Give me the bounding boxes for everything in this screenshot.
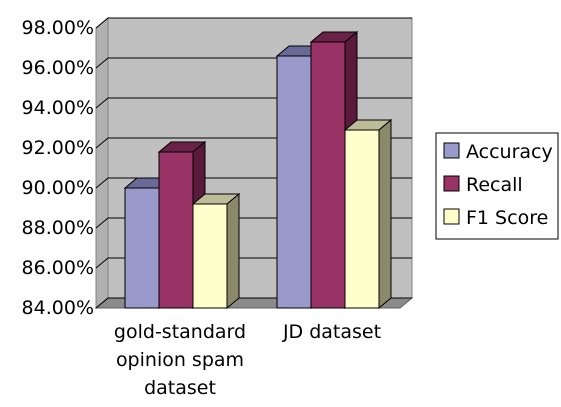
bar-front xyxy=(310,41,346,309)
bar-front xyxy=(158,151,194,309)
y-axis-ticks: 84.00% 86.00% 88.00% 90.00% 92.00% 94.00% 96.0… xyxy=(22,17,94,319)
y-tick-label: 90.00% xyxy=(22,177,94,199)
legend-swatch xyxy=(443,208,460,225)
legend-swatch xyxy=(443,175,460,192)
x-category-label: opinion spam xyxy=(116,349,244,371)
y-tick-label: 88.00% xyxy=(22,217,94,239)
bar xyxy=(343,118,393,310)
legend-label: Accuracy xyxy=(466,141,553,163)
bar-front xyxy=(276,55,312,309)
legend: Accuracy Recall F1 Score xyxy=(435,132,559,240)
x-category-label: JD dataset xyxy=(282,321,381,343)
legend-label: F1 Score xyxy=(466,207,548,229)
bar-side xyxy=(226,192,240,310)
y-tick-label: 96.00% xyxy=(22,57,94,79)
bar xyxy=(191,192,241,310)
y-tick-label: 84.00% xyxy=(22,297,94,319)
bar-front xyxy=(192,203,228,309)
bar-side xyxy=(378,118,392,310)
y-tick-label: 92.00% xyxy=(22,137,94,159)
y-tick-label: 86.00% xyxy=(22,257,94,279)
legend-label: Recall xyxy=(466,174,523,196)
x-category-label: gold-standard xyxy=(114,321,246,343)
gridline xyxy=(95,17,412,29)
bars xyxy=(123,30,393,310)
y-tick-label: 94.00% xyxy=(22,97,94,119)
bar-front xyxy=(124,187,160,309)
legend-swatch xyxy=(443,142,460,159)
y-tick-label: 98.00% xyxy=(22,17,94,39)
x-category-label: dataset xyxy=(144,377,216,399)
bar xyxy=(157,140,207,310)
bar-front xyxy=(344,129,380,309)
x-axis-labels: gold-standard opinion spam dataset JD datas… xyxy=(114,321,381,399)
side-wall xyxy=(95,16,109,310)
